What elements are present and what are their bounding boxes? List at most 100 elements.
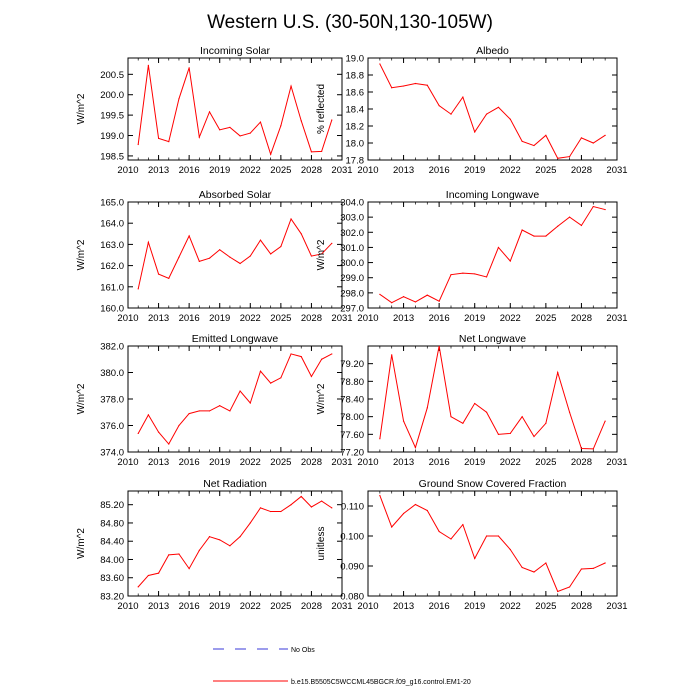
data-point [426, 294, 428, 296]
data-point [249, 255, 251, 257]
series-line [137, 353, 333, 445]
data-point [270, 510, 272, 513]
x-tick-label: 2010 [357, 165, 378, 176]
data-point [580, 447, 583, 450]
data-point [474, 131, 476, 133]
data-point [592, 567, 594, 570]
y-tick-label: 198.5 [100, 151, 124, 162]
series-line [379, 346, 606, 450]
data-point [462, 524, 464, 526]
data-point [157, 572, 160, 574]
chart-panel: Incoming Longwave W/m^2 2010 2013 2016 2019 20… [316, 189, 628, 324]
x-tick-label: 2010 [357, 457, 378, 468]
y-tick-label: 18.0 [346, 139, 365, 150]
data-point [321, 150, 323, 153]
data-point [509, 432, 511, 435]
x-tick-label: 2010 [117, 313, 138, 324]
data-point [331, 242, 333, 244]
data-point [157, 431, 160, 433]
y-tick-label: 160.0 [100, 304, 124, 315]
data-point [219, 539, 221, 541]
y-tick-label: 303.0 [340, 213, 364, 224]
y-tick-label: 382.0 [100, 342, 124, 353]
chart-title: Albedo [476, 45, 509, 57]
chart-title: Absorbed Solar [199, 189, 272, 201]
data-point [545, 235, 547, 237]
x-tick-label: 2022 [240, 601, 261, 612]
data-point [426, 407, 428, 409]
y-tick-label: 78.40 [340, 395, 364, 406]
data-point [310, 375, 313, 378]
y-tick-label: 77.60 [340, 430, 364, 441]
x-tick-label: 2019 [209, 457, 230, 468]
y-tick-label: 18.4 [346, 105, 365, 116]
data-point [239, 536, 241, 538]
data-point [485, 113, 488, 115]
data-point [391, 302, 393, 304]
y-tick-label: 300.0 [340, 258, 364, 269]
data-point [147, 64, 149, 66]
data-point [592, 142, 594, 144]
data-point [321, 358, 323, 360]
data-point [414, 503, 417, 506]
x-tick-label: 2031 [606, 601, 627, 612]
chart-title: Incoming Solar [200, 45, 271, 57]
data-point [402, 512, 405, 515]
data-point [188, 412, 190, 415]
chart-title: Incoming Longwave [446, 189, 540, 201]
data-point [310, 506, 313, 508]
y-tick-label: 161.0 [100, 282, 124, 293]
data-point [290, 353, 292, 355]
x-tick-label: 2013 [148, 313, 169, 324]
x-tick-label: 2013 [148, 601, 169, 612]
data-point [485, 276, 488, 278]
y-axis-label: unitless [316, 527, 327, 561]
data-point [509, 548, 511, 551]
data-point [208, 410, 211, 412]
data-point [604, 562, 606, 564]
data-point [259, 507, 262, 509]
data-point [280, 245, 282, 248]
data-point [229, 126, 231, 128]
data-point [557, 157, 559, 159]
x-tick-label: 2010 [117, 457, 138, 468]
y-tick-label: 18.8 [346, 71, 365, 82]
y-tick-label: 0.080 [340, 592, 364, 603]
x-tick-label: 2016 [429, 165, 450, 176]
y-axis-label: % reflected [316, 84, 327, 134]
y-tick-label: 84.80 [100, 518, 124, 529]
data-point [533, 235, 535, 237]
data-point [592, 448, 594, 450]
y-axis-label: W/m^2 [316, 239, 327, 270]
data-point [137, 586, 139, 588]
data-point [414, 301, 417, 303]
data-point [509, 118, 511, 120]
data-point [137, 288, 139, 290]
data-point [239, 135, 241, 137]
plot-frame [127, 201, 343, 309]
y-axis-label: W/m^2 [76, 528, 87, 559]
data-point [147, 574, 149, 577]
legend-no-obs-label: No Obs [291, 647, 315, 654]
x-tick-label: 2010 [117, 165, 138, 176]
data-point [604, 420, 606, 422]
data-point [168, 443, 170, 445]
chart-title: Ground Snow Covered Fraction [419, 478, 567, 490]
x-tick-label: 2028 [301, 457, 322, 468]
data-point [229, 256, 231, 258]
x-tick-label: 2016 [179, 165, 200, 176]
y-tick-label: 199.5 [100, 111, 124, 122]
y-tick-label: 79.20 [340, 359, 364, 370]
data-point [402, 420, 405, 422]
y-tick-label: 0.110 [341, 502, 364, 513]
data-point [331, 507, 333, 509]
data-point [300, 120, 302, 122]
data-point [270, 382, 272, 384]
plot-frame [367, 201, 618, 309]
data-point [557, 225, 559, 227]
chart-panel: Net Longwave W/m^2 2010 2013 2016 2019 2022 202… [316, 333, 628, 468]
data-point [426, 84, 428, 86]
data-point [219, 129, 221, 131]
